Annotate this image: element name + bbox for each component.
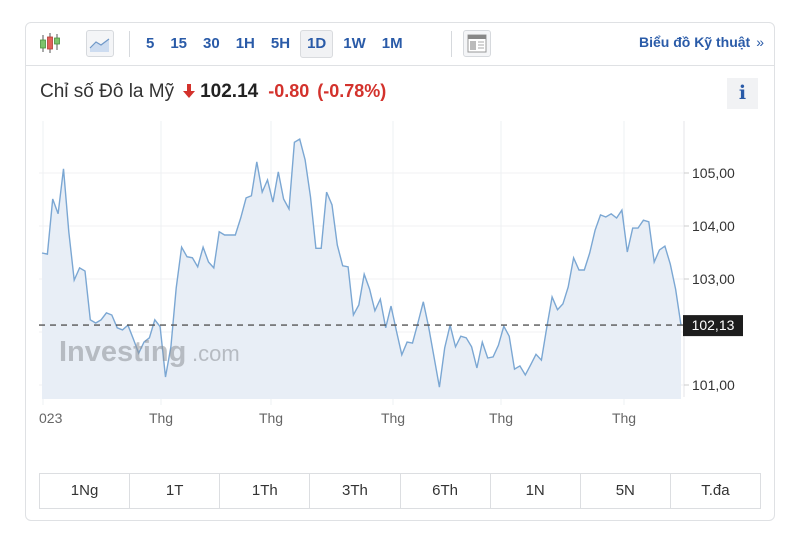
price-change: -0.80	[268, 81, 310, 101]
current-price-label: 102,13	[683, 315, 743, 337]
interval-5h[interactable]: 5H	[270, 35, 291, 52]
toolbar-divider	[129, 31, 130, 57]
range-5-years[interactable]: 5N	[581, 474, 671, 508]
svg-text:101,00: 101,00	[692, 377, 735, 393]
svg-text:Thg: Thg	[381, 410, 405, 426]
svg-text:Thg: Thg	[149, 410, 173, 426]
arrow-down-icon	[183, 84, 196, 98]
svg-text:Thg: Thg	[489, 410, 513, 426]
interval-15[interactable]: 15	[170, 35, 188, 52]
interval-1h[interactable]: 1H	[235, 35, 255, 52]
double-chevron-right-icon: »	[756, 34, 764, 50]
svg-text:Thg: Thg	[259, 410, 283, 426]
svg-text:105,00: 105,00	[692, 165, 735, 181]
range-1-week[interactable]: 1T	[130, 474, 221, 508]
range-1-year[interactable]: 1N	[491, 474, 581, 508]
chart-toolbar: 5 15 30 1H 5H 1D 1W 1M Biểu đồ Kỹ thuật »	[26, 23, 774, 66]
chart-widget: 5 15 30 1H 5H 1D 1W 1M Biểu đồ Kỹ thuật »	[25, 22, 775, 521]
area-chart-icon[interactable]	[86, 30, 114, 57]
y-axis: 105,00 104,00 103,00 101,00	[684, 165, 735, 393]
interval-1m[interactable]: 1M	[381, 35, 403, 52]
price-chart[interactable]: Investing .com 105,00104,00103,00101,00 …	[26, 119, 776, 469]
x-axis: 023 Thg Thg Thg Thg Thg	[39, 410, 636, 426]
technical-chart-label: Biểu đồ Kỹ thuật	[638, 34, 751, 50]
technical-chart-link[interactable]: Biểu đồ Kỹ thuật »	[639, 34, 764, 50]
svg-text:023: 023	[39, 410, 63, 426]
price-area-fill	[42, 139, 681, 399]
toolbar-divider	[451, 31, 452, 57]
price-change-percent: (-0.78%)	[317, 81, 387, 101]
quote-header: Chỉ số Đô la Mỹ 102.14 -0.80 (-0.78%)	[40, 81, 386, 103]
svg-text:103,00: 103,00	[692, 271, 735, 287]
info-button[interactable]: i	[727, 78, 758, 109]
range-1-month[interactable]: 1Th	[220, 474, 311, 508]
range-3-months[interactable]: 3Th	[310, 474, 401, 508]
svg-text:Thg: Thg	[612, 410, 636, 426]
instrument-name: Chỉ số Đô la Mỹ	[40, 81, 175, 102]
svg-text:102,13: 102,13	[692, 317, 735, 333]
last-price: 102.14	[200, 81, 259, 102]
candlestick-icon[interactable]	[37, 30, 65, 57]
interval-1w[interactable]: 1W	[343, 35, 366, 52]
interval-5[interactable]: 5	[146, 35, 155, 52]
svg-text:Investing: Investing	[59, 336, 186, 368]
range-6-months[interactable]: 6Th	[401, 474, 491, 508]
time-range-selector: 1Ng 1T 1Th 3Th 6Th 1N 5N T.đa	[39, 473, 761, 509]
price-line	[41, 138, 682, 388]
interval-1d[interactable]: 1D	[300, 30, 334, 58]
table-view-icon[interactable]	[463, 30, 491, 57]
interval-30[interactable]: 30	[203, 35, 220, 52]
svg-text:104,00: 104,00	[692, 218, 735, 234]
range-max[interactable]: T.đa	[701, 482, 730, 499]
range-1-day[interactable]: 1Ng	[40, 474, 131, 508]
interval-selector: 5 15 30 1H 5H 1D 1W 1M	[140, 30, 413, 58]
investing-watermark: Investing .com	[59, 336, 240, 368]
svg-text:.com: .com	[192, 341, 240, 366]
